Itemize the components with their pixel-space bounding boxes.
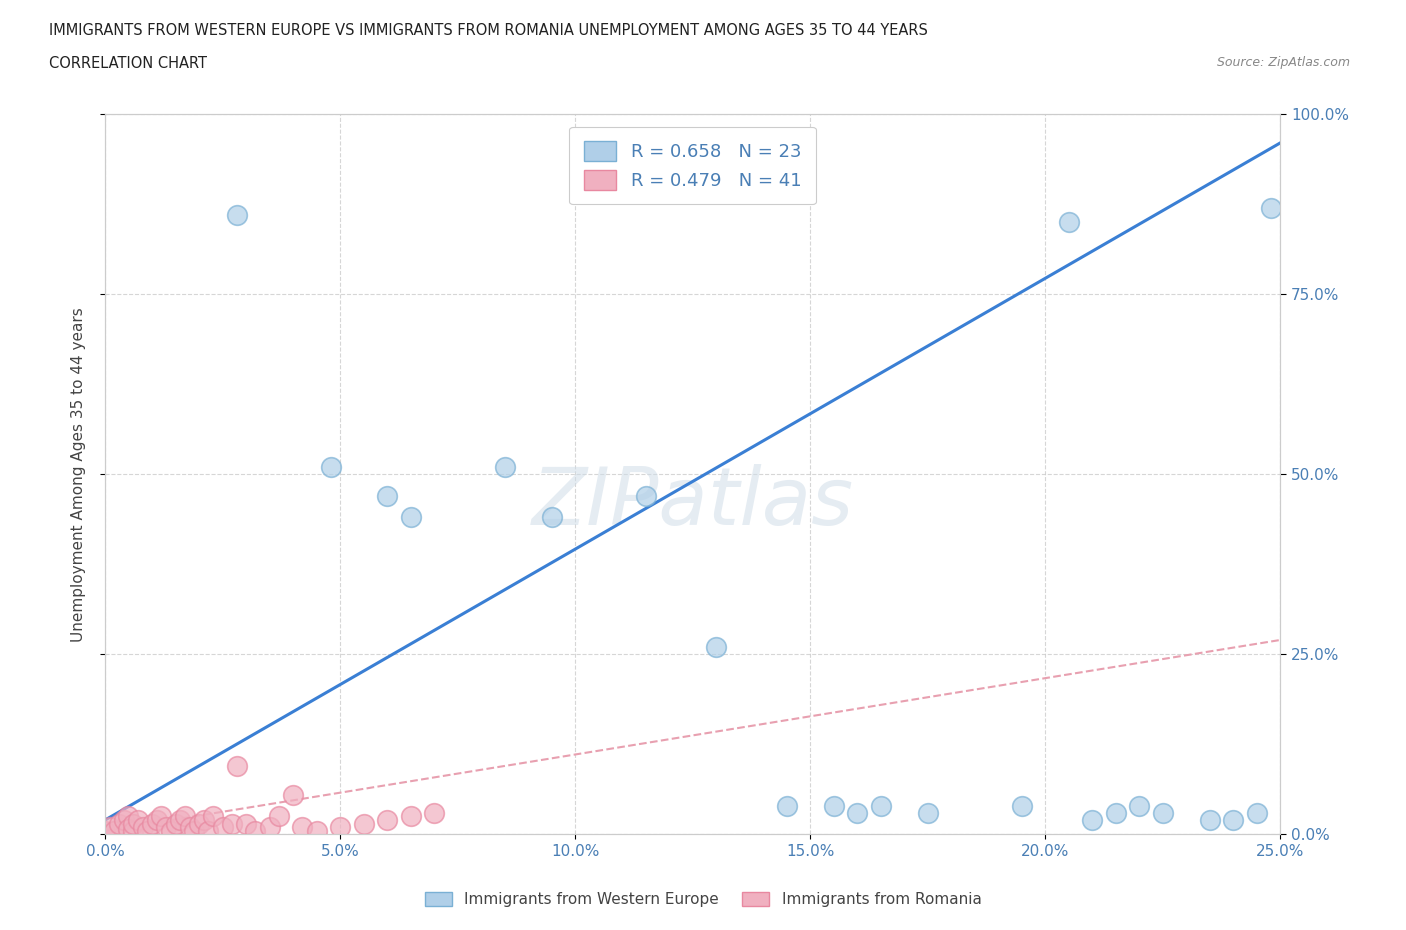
Point — [122, 817, 145, 831]
Point — [179, 820, 201, 835]
Point — [423, 805, 446, 820]
Point — [108, 817, 131, 831]
Point — [823, 798, 845, 813]
Point — [159, 823, 181, 838]
Point — [127, 813, 149, 828]
Point — [193, 813, 215, 828]
Point — [319, 459, 342, 474]
Point — [540, 510, 562, 525]
Point — [375, 813, 398, 828]
Point — [1246, 805, 1268, 820]
Point — [112, 813, 135, 828]
Text: Source: ZipAtlas.com: Source: ZipAtlas.com — [1216, 56, 1350, 69]
Point — [1057, 215, 1080, 230]
Point — [399, 510, 422, 525]
Point — [1105, 805, 1128, 820]
Point — [103, 823, 125, 838]
Point — [917, 805, 939, 820]
Point — [399, 809, 422, 824]
Point — [235, 817, 257, 831]
Text: IMMIGRANTS FROM WESTERN EUROPE VS IMMIGRANTS FROM ROMANIA UNEMPLOYMENT AMONG AGE: IMMIGRANTS FROM WESTERN EUROPE VS IMMIGR… — [49, 23, 928, 38]
Point — [117, 809, 139, 824]
Point — [494, 459, 516, 474]
Point — [1081, 813, 1104, 828]
Point — [211, 820, 233, 835]
Point — [225, 759, 247, 774]
Point — [704, 640, 727, 655]
Point — [169, 813, 191, 828]
Point — [150, 809, 173, 824]
Point — [122, 823, 145, 838]
Point — [221, 817, 243, 831]
Point — [1152, 805, 1174, 820]
Point — [174, 809, 197, 824]
Point — [188, 817, 211, 831]
Point — [202, 809, 225, 824]
Point — [1222, 813, 1244, 828]
Point — [155, 820, 177, 835]
Point — [98, 820, 121, 835]
Point — [259, 820, 281, 835]
Point — [165, 817, 187, 831]
Point — [869, 798, 891, 813]
Point — [305, 823, 328, 838]
Point — [1011, 798, 1033, 813]
Point — [776, 798, 799, 813]
Point — [846, 805, 869, 820]
Text: CORRELATION CHART: CORRELATION CHART — [49, 56, 207, 71]
Point — [94, 823, 117, 838]
Point — [245, 823, 267, 838]
Point — [353, 817, 375, 831]
Point — [141, 817, 163, 831]
Point — [1128, 798, 1150, 813]
Point — [225, 207, 247, 222]
Point — [183, 823, 205, 838]
Y-axis label: Unemployment Among Ages 35 to 44 years: Unemployment Among Ages 35 to 44 years — [72, 307, 86, 642]
Point — [1260, 200, 1282, 215]
Point — [197, 823, 219, 838]
Point — [281, 788, 304, 803]
Point — [131, 820, 153, 835]
Point — [1199, 813, 1222, 828]
Point — [136, 823, 159, 838]
Point — [145, 813, 167, 828]
Point — [291, 820, 314, 835]
Legend: Immigrants from Western Europe, Immigrants from Romania: Immigrants from Western Europe, Immigran… — [419, 885, 987, 913]
Legend: R = 0.658   N = 23, R = 0.479   N = 41: R = 0.658 N = 23, R = 0.479 N = 41 — [569, 126, 815, 205]
Point — [117, 821, 139, 836]
Text: ZIPatlas: ZIPatlas — [531, 464, 853, 542]
Point — [375, 488, 398, 503]
Point — [267, 809, 290, 824]
Point — [634, 488, 657, 503]
Point — [329, 820, 352, 835]
